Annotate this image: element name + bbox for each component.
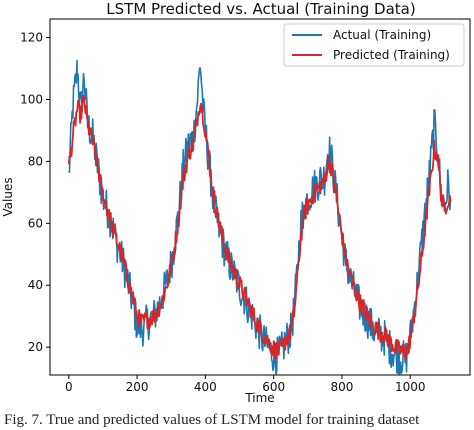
x-tick-label: 600: [262, 380, 285, 394]
series-line-predicted: [67, 94, 452, 361]
y-tick-label: 80: [28, 154, 43, 168]
legend-box: [283, 23, 465, 67]
x-tick-label: 400: [194, 380, 217, 394]
y-axis-label: Values: [1, 177, 15, 216]
y-tick-label: 20: [28, 340, 43, 354]
x-axis-label: Time: [244, 391, 274, 405]
x-tick-label: 0: [65, 380, 73, 394]
plot-frame: [49, 18, 471, 376]
x-tick-label: 200: [126, 380, 149, 394]
chart-title: LSTM Predicted vs. Actual (Training Data…: [106, 0, 415, 18]
y-tick-label: 100: [20, 92, 43, 106]
legend-label-predicted: Predicted (Training): [333, 48, 450, 62]
figure-caption: Fig. 7. True and predicted values of LST…: [4, 412, 420, 428]
legend-label-actual: Actual (Training): [333, 28, 431, 42]
y-tick-label: 120: [20, 31, 43, 45]
y-tick-label: 60: [28, 216, 43, 230]
x-tick-label: 1000: [395, 380, 426, 394]
y-tick-label: 40: [28, 278, 43, 292]
legend: Actual (Training) Predicted (Training): [283, 23, 465, 67]
series-line-actual: [68, 59, 452, 375]
x-tick-label: 800: [330, 380, 353, 394]
